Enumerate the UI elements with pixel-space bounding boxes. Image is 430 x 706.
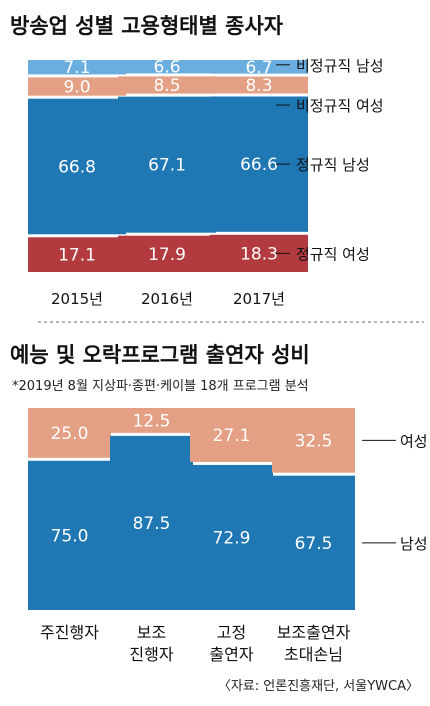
source-note: 〈자료: 언론진흥재단, 서울YWCA〉 xyxy=(218,679,419,694)
chart1-plot: 17.1 66.8 9.07.1 2015년 17.9 67.1 8.56.6 2016년 18… xyxy=(28,57,384,308)
legend-label-정규직-여성: 정규직 여성 xyxy=(296,245,370,263)
data-label: 25.0 xyxy=(51,424,89,444)
data-label: 66.6 xyxy=(240,155,278,175)
data-label: 72.9 xyxy=(213,528,251,548)
chart2-title: 예능 및 오락프로그램 출연자 성비 xyxy=(10,343,310,367)
category-label: 고정 xyxy=(217,623,246,642)
data-label: 12.5 xyxy=(133,411,171,431)
category-label: 출연자 xyxy=(209,645,253,664)
category-label: 보조출연자 xyxy=(277,623,351,642)
bar-segment-남성-주진행자 xyxy=(28,460,111,610)
data-label: 8.5 xyxy=(153,76,180,96)
data-label: 6.6 xyxy=(153,58,180,78)
data-label: 9.0 xyxy=(63,78,90,98)
category-label: 2015년 xyxy=(51,290,103,308)
data-label: 32.5 xyxy=(295,431,333,451)
bar-segment-여성-고정출연자 xyxy=(190,408,273,462)
category-label: 진행자 xyxy=(129,645,173,664)
data-label: 67.1 xyxy=(148,156,186,176)
bar-segment-비정규직-남성-2015년 xyxy=(28,60,126,75)
bar-segment-비정규직-여성-2016년 xyxy=(118,76,216,94)
chart1-title: 방송업 성별 고용형태별 종사자 xyxy=(10,14,284,38)
bar-segment-비정규직-여성-2015년 xyxy=(28,77,126,96)
legend-label-정규직-남성: 정규직 남성 xyxy=(296,156,370,174)
data-label: 7.1 xyxy=(63,58,90,78)
bar-segment-여성-보조출연자초대손님 xyxy=(272,408,355,473)
bar-segment-남성-보조출연자초대손님 xyxy=(272,475,355,610)
data-label: 66.8 xyxy=(58,157,96,177)
bar-segment-여성-주진행자 xyxy=(28,408,111,458)
bar-segment-정규직-여성-2016년 xyxy=(118,235,216,272)
bar-segment-정규직-여성-2015년 xyxy=(28,237,126,272)
data-label: 17.9 xyxy=(148,245,186,265)
legend-label-남성: 남성 xyxy=(400,535,428,553)
bar-segment-비정규직-여성-2017년 xyxy=(210,76,308,94)
bar-segment-여성-보조진행자 xyxy=(110,408,193,433)
data-label: 6.7 xyxy=(245,58,272,78)
data-label: 87.5 xyxy=(133,514,171,534)
data-label: 75.0 xyxy=(51,526,89,546)
bar-segment-남성-고정출연자 xyxy=(190,464,273,610)
bar-segment-정규직-여성-2017년 xyxy=(210,234,308,272)
data-label: 18.3 xyxy=(240,244,278,264)
legend-label-여성: 여성 xyxy=(400,432,428,450)
category-label: 2016년 xyxy=(141,290,193,308)
data-label: 17.1 xyxy=(58,246,96,266)
bar-segment-정규직-남성-2015년 xyxy=(28,98,126,235)
category-label: 초대손님 xyxy=(284,645,343,664)
category-label: 2017년 xyxy=(233,290,285,308)
bar-segment-남성-보조진행자 xyxy=(110,435,193,610)
legend-label-비정규직-여성: 비정규직 여성 xyxy=(296,97,384,115)
category-label: 보조 xyxy=(137,623,166,642)
category-label: 주진행자 xyxy=(40,623,99,642)
data-label: 67.5 xyxy=(295,534,333,554)
bar-segment-정규직-남성-2016년 xyxy=(118,96,216,233)
bar-segment-비정규직-남성-2017년 xyxy=(210,60,308,74)
chart2-subtitle: *2019년 8월 지상파·종편·케이블 18개 프로그램 분석 xyxy=(12,379,309,394)
bar-segment-비정규직-남성-2016년 xyxy=(118,60,216,74)
data-label: 27.1 xyxy=(213,426,251,446)
data-label: 8.3 xyxy=(245,76,272,96)
legend-label-비정규직-남성: 비정규직 남성 xyxy=(296,57,384,75)
bar-segment-정규직-남성-2017년 xyxy=(210,96,308,232)
